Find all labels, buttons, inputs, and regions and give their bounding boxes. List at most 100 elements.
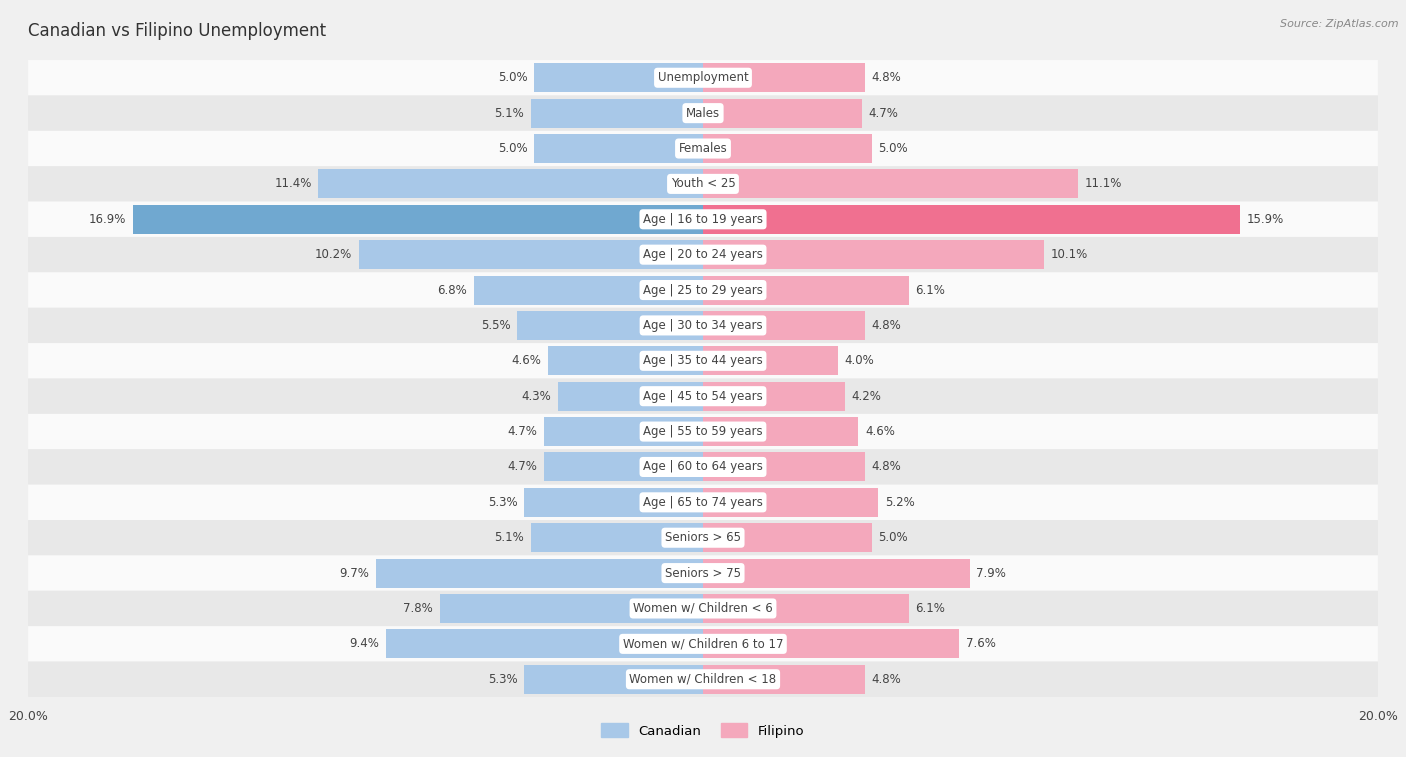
- Text: 5.1%: 5.1%: [495, 107, 524, 120]
- Text: Unemployment: Unemployment: [658, 71, 748, 84]
- Bar: [544, 453, 703, 481]
- Bar: [544, 417, 703, 446]
- Bar: [440, 594, 703, 623]
- Text: Age | 60 to 64 years: Age | 60 to 64 years: [643, 460, 763, 473]
- Bar: [558, 382, 703, 411]
- FancyBboxPatch shape: [28, 378, 1378, 414]
- FancyBboxPatch shape: [28, 95, 1378, 131]
- FancyBboxPatch shape: [28, 201, 1378, 237]
- Bar: [703, 559, 970, 587]
- FancyBboxPatch shape: [28, 131, 1378, 167]
- Text: 4.7%: 4.7%: [508, 425, 537, 438]
- Text: Age | 25 to 29 years: Age | 25 to 29 years: [643, 284, 763, 297]
- Text: 6.8%: 6.8%: [437, 284, 467, 297]
- Text: 6.1%: 6.1%: [915, 602, 945, 615]
- Text: Women w/ Children < 6: Women w/ Children < 6: [633, 602, 773, 615]
- Bar: [132, 205, 703, 234]
- Text: 4.3%: 4.3%: [522, 390, 551, 403]
- Text: 4.8%: 4.8%: [872, 673, 901, 686]
- Bar: [517, 311, 703, 340]
- Bar: [524, 665, 703, 693]
- Text: 4.0%: 4.0%: [845, 354, 875, 367]
- Text: 6.1%: 6.1%: [915, 284, 945, 297]
- Bar: [703, 453, 865, 481]
- FancyBboxPatch shape: [28, 343, 1378, 378]
- Text: 4.8%: 4.8%: [872, 71, 901, 84]
- FancyBboxPatch shape: [28, 60, 1378, 95]
- Text: 5.1%: 5.1%: [495, 531, 524, 544]
- Text: Males: Males: [686, 107, 720, 120]
- Bar: [703, 240, 1043, 269]
- Bar: [375, 559, 703, 587]
- FancyBboxPatch shape: [28, 273, 1378, 308]
- Bar: [474, 276, 703, 304]
- Text: 4.6%: 4.6%: [512, 354, 541, 367]
- FancyBboxPatch shape: [28, 590, 1378, 626]
- Bar: [531, 98, 703, 128]
- Text: 16.9%: 16.9%: [89, 213, 127, 226]
- Text: Seniors > 75: Seniors > 75: [665, 566, 741, 580]
- Bar: [534, 64, 703, 92]
- Text: 4.8%: 4.8%: [872, 319, 901, 332]
- Text: 11.1%: 11.1%: [1084, 177, 1122, 191]
- Text: Females: Females: [679, 142, 727, 155]
- Text: Age | 16 to 19 years: Age | 16 to 19 years: [643, 213, 763, 226]
- Text: Age | 45 to 54 years: Age | 45 to 54 years: [643, 390, 763, 403]
- Bar: [318, 170, 703, 198]
- Bar: [703, 417, 858, 446]
- Text: 7.9%: 7.9%: [976, 566, 1007, 580]
- Text: 7.8%: 7.8%: [404, 602, 433, 615]
- Text: 11.4%: 11.4%: [274, 177, 312, 191]
- Bar: [703, 382, 845, 411]
- FancyBboxPatch shape: [28, 308, 1378, 343]
- Text: Age | 20 to 24 years: Age | 20 to 24 years: [643, 248, 763, 261]
- Text: 5.0%: 5.0%: [498, 71, 527, 84]
- Bar: [524, 488, 703, 517]
- Bar: [703, 276, 908, 304]
- Text: 4.7%: 4.7%: [869, 107, 898, 120]
- FancyBboxPatch shape: [28, 626, 1378, 662]
- FancyBboxPatch shape: [28, 167, 1378, 201]
- Text: Source: ZipAtlas.com: Source: ZipAtlas.com: [1281, 19, 1399, 29]
- Text: 4.7%: 4.7%: [508, 460, 537, 473]
- Text: 7.6%: 7.6%: [966, 637, 995, 650]
- Text: Youth < 25: Youth < 25: [671, 177, 735, 191]
- Text: Age | 35 to 44 years: Age | 35 to 44 years: [643, 354, 763, 367]
- Bar: [534, 134, 703, 163]
- Text: Age | 65 to 74 years: Age | 65 to 74 years: [643, 496, 763, 509]
- FancyBboxPatch shape: [28, 414, 1378, 449]
- Text: 15.9%: 15.9%: [1246, 213, 1284, 226]
- Bar: [703, 170, 1077, 198]
- Text: Women w/ Children < 18: Women w/ Children < 18: [630, 673, 776, 686]
- Bar: [703, 488, 879, 517]
- FancyBboxPatch shape: [28, 520, 1378, 556]
- FancyBboxPatch shape: [28, 556, 1378, 590]
- Text: 5.0%: 5.0%: [879, 142, 908, 155]
- Text: Age | 30 to 34 years: Age | 30 to 34 years: [643, 319, 763, 332]
- Bar: [703, 346, 838, 375]
- Legend: Canadian, Filipino: Canadian, Filipino: [596, 718, 810, 743]
- Bar: [703, 98, 862, 128]
- Bar: [531, 523, 703, 552]
- FancyBboxPatch shape: [28, 484, 1378, 520]
- FancyBboxPatch shape: [28, 237, 1378, 273]
- Bar: [703, 629, 959, 659]
- Text: 5.3%: 5.3%: [488, 673, 517, 686]
- Text: 9.4%: 9.4%: [349, 637, 380, 650]
- Text: 5.3%: 5.3%: [488, 496, 517, 509]
- Text: 4.2%: 4.2%: [852, 390, 882, 403]
- Bar: [385, 629, 703, 659]
- Text: 10.1%: 10.1%: [1050, 248, 1088, 261]
- Text: 5.0%: 5.0%: [498, 142, 527, 155]
- Text: Canadian vs Filipino Unemployment: Canadian vs Filipino Unemployment: [28, 22, 326, 40]
- Bar: [703, 594, 908, 623]
- FancyBboxPatch shape: [28, 662, 1378, 697]
- Bar: [703, 665, 865, 693]
- Text: Age | 55 to 59 years: Age | 55 to 59 years: [643, 425, 763, 438]
- Bar: [359, 240, 703, 269]
- Text: 5.0%: 5.0%: [879, 531, 908, 544]
- Text: Seniors > 65: Seniors > 65: [665, 531, 741, 544]
- Text: 5.5%: 5.5%: [481, 319, 510, 332]
- Bar: [703, 311, 865, 340]
- Text: 9.7%: 9.7%: [339, 566, 368, 580]
